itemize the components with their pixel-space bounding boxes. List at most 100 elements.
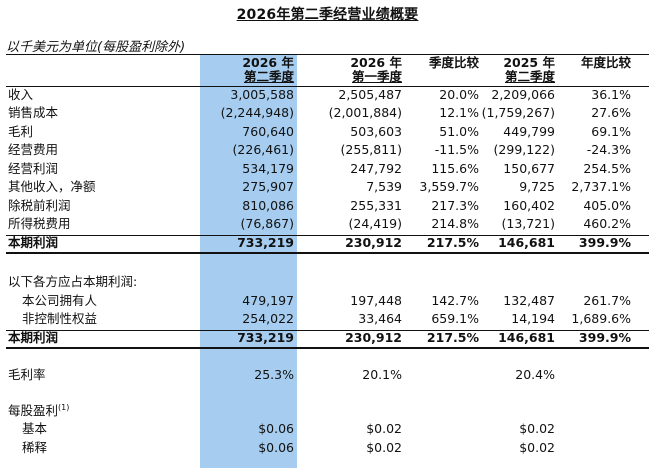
- col-header-q1-2026-quarter: 第一季度: [351, 69, 402, 84]
- col-header-q1-2026-year: 2026 年: [350, 55, 402, 70]
- cell-value: 197,448: [350, 293, 402, 308]
- cell-value: 12.1%: [439, 105, 479, 120]
- cell-value: 255,331: [350, 198, 402, 213]
- cell-value: 27.6%: [591, 105, 631, 120]
- cell-value: (299,122): [493, 142, 555, 157]
- cell-value: 2,505,487: [338, 87, 402, 102]
- cell-value: 20.0%: [439, 87, 479, 102]
- table-row: 经营利润 534,179 247,792 115.6% 150,677 254.…: [0, 161, 655, 177]
- table-row: 收入 3,005,588 2,505,487 20.0% 2,209,066 3…: [0, 87, 655, 103]
- cell-value: 460.2%: [583, 216, 631, 231]
- row-label: 以下各方应占本期利润:: [8, 274, 138, 289]
- row-label: 经营费用: [8, 142, 59, 157]
- cell-value: 214.8%: [431, 216, 479, 231]
- subtotal-rule-2: [6, 330, 649, 331]
- cell-value: 217.5%: [426, 330, 479, 345]
- row-label: 其他收入，净额: [8, 179, 96, 194]
- cell-value: 247,792: [350, 161, 402, 176]
- cell-value: (255,811): [340, 142, 402, 157]
- cell-value: (1,759,267): [481, 105, 555, 120]
- col-header-q2-2025-quarter: 第二季度: [504, 69, 555, 84]
- table-row-total: 本期利润 733,219 230,912 217.5% 146,681 399.…: [0, 330, 655, 346]
- cell-value: 69.1%: [591, 124, 631, 139]
- cell-value: 230,912: [345, 235, 402, 250]
- row-label: 所得税费用: [8, 216, 71, 231]
- table-row: 基本 $0.06 $0.02 $0.02: [0, 421, 655, 437]
- cell-value: 733,219: [237, 330, 294, 345]
- row-label: 本期利润: [8, 235, 59, 250]
- cell-value: 399.9%: [578, 235, 631, 250]
- header-bottom-rule: [6, 86, 649, 87]
- row-label: 稀释: [22, 440, 48, 455]
- col-header-yoy: 年度比较: [580, 55, 631, 70]
- cell-value: 146,681: [498, 235, 555, 250]
- table-row: 销售成本 (2,244,948) (2,001,884) 12.1% (1,75…: [0, 105, 655, 121]
- cell-value: 3,005,588: [230, 87, 294, 102]
- cell-value: (76,867): [240, 216, 295, 231]
- col-header-qoq: 季度比较: [428, 55, 479, 70]
- cell-value: -11.5%: [434, 142, 479, 157]
- cell-value: 733,219: [237, 235, 294, 250]
- cell-value: 2,737.1%: [571, 179, 631, 194]
- cell-value: 20.1%: [362, 367, 402, 382]
- cell-value: $0.06: [258, 421, 294, 436]
- cell-value: 275,907: [242, 179, 294, 194]
- cell-value: 217.3%: [431, 198, 479, 213]
- cell-value: 2,209,066: [491, 87, 555, 102]
- cell-value: 659.1%: [431, 311, 479, 326]
- cell-value: 810,086: [242, 198, 294, 213]
- row-label: 每股盈利(1): [8, 403, 69, 419]
- row-label: 经营利润: [8, 161, 59, 176]
- total-double-rule-2: [6, 347, 649, 349]
- cell-value: 479,197: [242, 293, 294, 308]
- cell-value: 760,640: [242, 124, 294, 139]
- table-row: 其他收入，净额 275,907 7,539 3,559.7% 9,725 2,7…: [0, 179, 655, 195]
- cell-value: 399.9%: [578, 330, 631, 345]
- cell-value: (13,721): [501, 216, 556, 231]
- row-label: 毛利率: [8, 367, 46, 382]
- table-top-rule: [6, 54, 649, 55]
- row-label: 基本: [22, 421, 48, 436]
- table-row: 除税前利润 810,086 255,331 217.3% 160,402 405…: [0, 198, 655, 214]
- cell-value: 503,603: [350, 124, 402, 139]
- row-label: 收入: [8, 87, 34, 102]
- table-row: 稀释 $0.06 $0.02 $0.02: [0, 440, 655, 456]
- cell-value: 132,487: [503, 293, 555, 308]
- row-label: 非控制性权益: [22, 311, 98, 326]
- cell-value: 7,539: [366, 179, 402, 194]
- report-title: 2026年第二季经营业绩概要: [236, 7, 419, 23]
- table-row-total: 本期利润 733,219 230,912 217.5% 146,681 399.…: [0, 235, 655, 251]
- cell-value: 254,022: [242, 311, 294, 326]
- cell-value: 217.5%: [426, 235, 479, 250]
- cell-value: (2,244,948): [220, 105, 294, 120]
- table-row: 毛利 760,640 503,603 51.0% 449,799 69.1%: [0, 124, 655, 140]
- highlighted-current-quarter-column: [200, 55, 297, 468]
- row-label: 除税前利润: [8, 198, 71, 213]
- cell-value: 534,179: [242, 161, 294, 176]
- row-label: 本公司拥有人: [22, 293, 98, 308]
- table-row: 毛利率 25.3% 20.1% 20.4%: [0, 367, 655, 383]
- row-label: 销售成本: [8, 105, 59, 120]
- unit-note: 以千美元为单位(每股盈利除外): [6, 40, 186, 55]
- cell-value: $0.06: [258, 440, 294, 455]
- table-row: 非控制性权益 254,022 33,464 659.1% 14,194 1,68…: [0, 311, 655, 327]
- table-row-section: 每股盈利(1): [0, 403, 655, 419]
- cell-value: -24.3%: [586, 142, 631, 157]
- cell-value: 449,799: [503, 124, 555, 139]
- cell-value: 9,725: [519, 179, 555, 194]
- col-header-q2-2025-year: 2025 年: [503, 55, 555, 70]
- footnote-marker: (1): [58, 403, 70, 412]
- cell-value: 1,689.6%: [571, 311, 631, 326]
- col-header-q2-2026-quarter: 第二季度: [243, 69, 294, 84]
- cell-value: 33,464: [358, 311, 402, 326]
- row-label: 毛利: [8, 124, 34, 139]
- cell-value: 160,402: [503, 198, 555, 213]
- cell-value: 36.1%: [591, 87, 631, 102]
- cell-value: 254.5%: [583, 161, 631, 176]
- cell-value: $0.02: [366, 440, 402, 455]
- cell-value: (24,419): [348, 216, 403, 231]
- cell-value: 150,677: [503, 161, 555, 176]
- cell-value: (226,461): [232, 142, 294, 157]
- cell-value: 405.0%: [583, 198, 631, 213]
- cell-value: $0.02: [519, 421, 555, 436]
